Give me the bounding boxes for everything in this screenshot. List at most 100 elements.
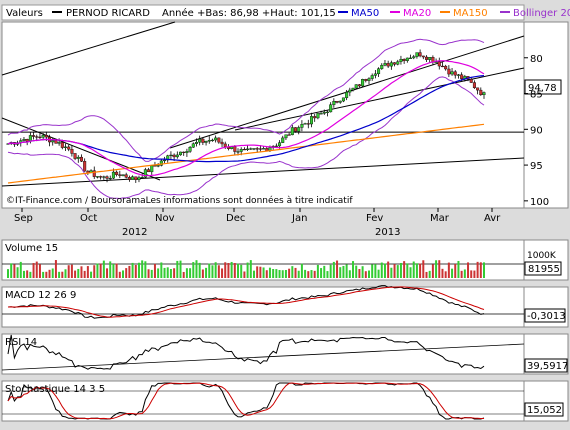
candle-body xyxy=(447,68,451,75)
candle-body xyxy=(115,171,119,175)
candle-body xyxy=(303,123,307,125)
candle-body xyxy=(278,142,282,147)
candle-body xyxy=(325,111,329,113)
volume-bar xyxy=(45,271,48,278)
volume-bar xyxy=(77,268,80,278)
candle-body xyxy=(262,148,266,150)
candle-body xyxy=(163,159,167,162)
volume-bar xyxy=(342,265,345,278)
legend-bollinger: Bollinger 20 xyxy=(513,8,570,19)
stoch-d-line xyxy=(7,382,484,420)
candle-body xyxy=(25,139,29,142)
volume-bar xyxy=(345,264,348,278)
volume-bar xyxy=(332,261,335,278)
candle-body xyxy=(230,146,234,149)
candle-body xyxy=(159,160,163,166)
volume-bar xyxy=(454,264,457,278)
volume-bar xyxy=(176,260,179,278)
candle-body xyxy=(217,137,221,143)
volume-bar xyxy=(192,262,195,278)
volume-value-box xyxy=(524,261,562,276)
volume-bar xyxy=(304,269,307,278)
candle-body xyxy=(460,74,464,79)
volume-bar xyxy=(275,269,278,278)
rsi-title: RSI 14 xyxy=(5,337,37,348)
volume-bar xyxy=(109,261,112,278)
volume-bar xyxy=(288,268,291,278)
candle-body xyxy=(309,116,313,125)
bollinger-upper xyxy=(7,38,485,162)
last-price-box xyxy=(524,79,562,95)
volume-bar xyxy=(182,271,185,278)
legend-ma150: MA150 xyxy=(453,8,488,19)
volume-bar xyxy=(268,267,271,278)
volume-bar xyxy=(300,263,303,278)
volume-bar xyxy=(281,270,284,278)
volume-bar xyxy=(163,267,166,278)
candle-body xyxy=(35,136,39,138)
candle-body xyxy=(284,134,288,139)
candle-body xyxy=(444,65,448,70)
volume-bar xyxy=(364,271,367,278)
volume-bar xyxy=(463,269,466,278)
candle-body xyxy=(92,170,96,177)
volume-bar xyxy=(227,262,230,278)
volume-bar xyxy=(185,268,188,278)
candle-body xyxy=(399,58,403,62)
candle-body xyxy=(332,100,336,105)
volume-bar xyxy=(371,264,374,278)
candle-body xyxy=(389,62,393,67)
price-y-ticks: 100 95 90 85 80 xyxy=(524,54,549,208)
candle-body xyxy=(255,148,259,150)
volume-bar xyxy=(336,260,339,278)
macd-value-box xyxy=(524,308,566,323)
rsi-value: 39,5917 xyxy=(527,361,568,372)
volume-bar xyxy=(399,262,402,278)
volume-bar xyxy=(444,271,447,278)
y-tick-label: 95 xyxy=(530,161,543,172)
volume-bar xyxy=(64,269,67,278)
month-label: Jan xyxy=(291,213,307,224)
candle-body xyxy=(182,151,186,154)
volume-bar xyxy=(16,267,19,278)
candle-body xyxy=(175,154,179,158)
volume-bar xyxy=(256,266,259,278)
y-tick-label: 85 xyxy=(530,90,543,101)
candle-body xyxy=(32,135,36,137)
volume-bar xyxy=(352,261,355,278)
bollinger-lower xyxy=(7,76,485,200)
volume-bar xyxy=(144,261,147,278)
volume-bar xyxy=(125,268,128,278)
price-axis xyxy=(523,21,569,209)
volume-bar xyxy=(48,269,51,278)
volume-bar xyxy=(451,268,454,278)
candle-body xyxy=(169,154,173,157)
volume-bar xyxy=(467,262,470,278)
candle-body xyxy=(191,143,195,148)
candle-body xyxy=(99,176,103,178)
candle-body xyxy=(373,73,377,76)
volume-bar xyxy=(374,264,377,278)
month-label: Oct xyxy=(80,213,97,224)
volume-bar xyxy=(383,263,386,278)
candle-body xyxy=(172,154,176,158)
candle-body xyxy=(198,138,202,143)
volume-bar xyxy=(205,267,208,278)
candle-body xyxy=(479,89,483,96)
volume-bars xyxy=(2,260,524,278)
candle-body xyxy=(127,177,131,180)
candle-body xyxy=(76,156,80,159)
volume-bar xyxy=(86,266,89,278)
candle-body xyxy=(111,171,115,179)
candle-body xyxy=(453,71,457,76)
candle-body xyxy=(274,145,278,147)
volume-bar xyxy=(259,266,262,278)
candle-body xyxy=(140,176,144,179)
volume-bar xyxy=(297,270,300,278)
candle-body xyxy=(38,136,42,138)
volume-bar xyxy=(93,265,96,278)
month-label: Mar xyxy=(430,213,450,224)
candle-body xyxy=(351,87,355,91)
volume-bar xyxy=(237,263,240,278)
candle-body xyxy=(450,71,454,75)
